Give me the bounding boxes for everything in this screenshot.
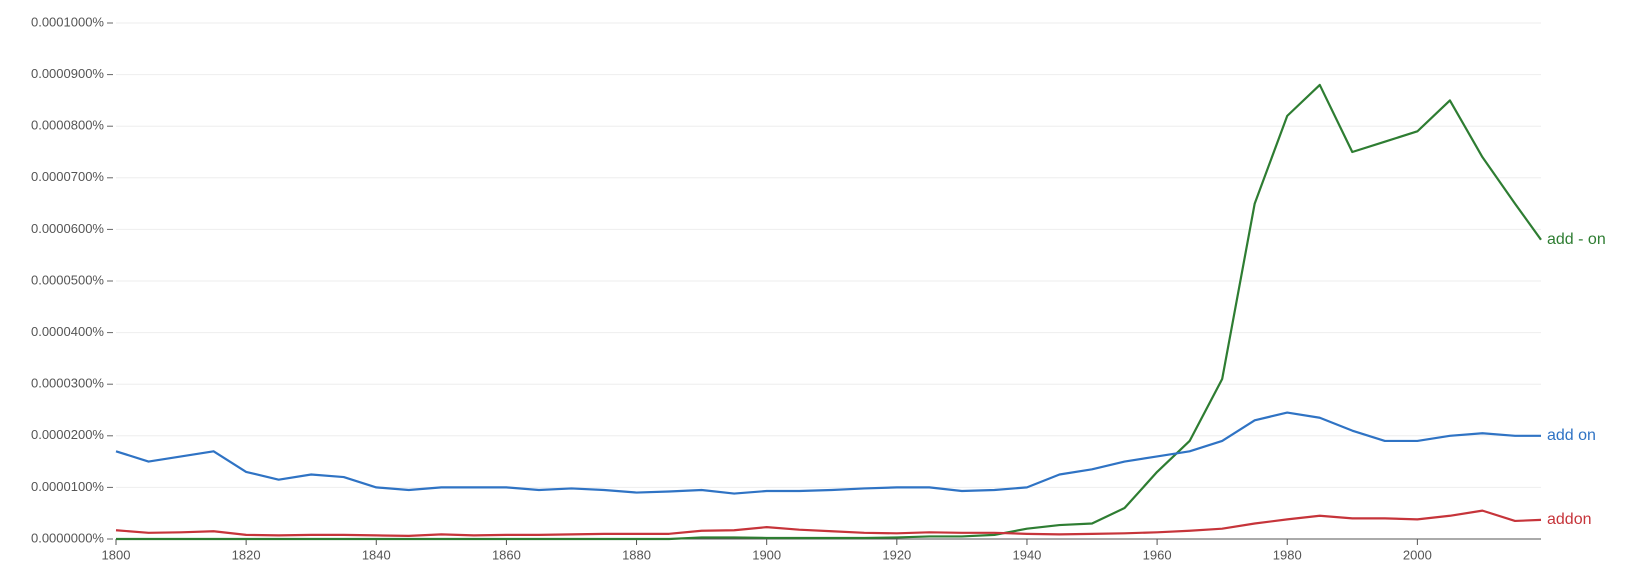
x-tick-label: 1960	[1143, 547, 1172, 562]
x-tick-label: 1820	[232, 547, 261, 562]
x-tick-label: 1800	[102, 547, 131, 562]
line	[116, 83, 1542, 541]
y-tick-label: 0.0000600%	[31, 221, 104, 236]
y-tick-label: 0.0000100%	[31, 479, 104, 494]
x-tick-label: 1840	[362, 547, 391, 562]
y-tick-label: 0.0000000%	[31, 530, 104, 545]
x-tick-label: 1940	[1012, 547, 1041, 562]
x-tick-label: 1980	[1273, 547, 1302, 562]
y-tick-label: 0.0000300%	[31, 376, 104, 391]
x-tick-label: 1880	[622, 547, 651, 562]
x-tick-label: 1900	[752, 547, 781, 562]
x-tick-label: 1860	[492, 547, 521, 562]
y-tick-label: 0.0000700%	[31, 169, 104, 184]
y-tick-label: 0.0000800%	[31, 118, 104, 133]
y-tick-label: 0.0000900%	[31, 66, 104, 81]
x-tick-label: 2000	[1403, 547, 1432, 562]
series-label: add - on	[1547, 231, 1606, 248]
line	[115, 509, 1542, 537]
series-label: add on	[1547, 427, 1596, 444]
y-tick-label: 0.0000500%	[31, 272, 104, 287]
y-tick-label: 0.0001000%	[31, 14, 104, 29]
line	[115, 411, 1541, 495]
x-tick-label: 1920	[882, 547, 911, 562]
y-tick-label: 0.0000200%	[31, 427, 104, 442]
series-label: addon	[1547, 511, 1592, 528]
y-tick-label: 0.0000400%	[31, 324, 104, 339]
